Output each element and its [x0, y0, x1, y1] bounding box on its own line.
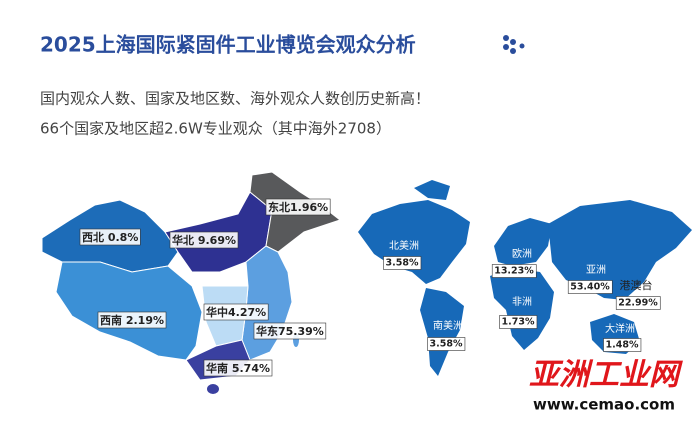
label-box [491, 264, 537, 278]
world-labels: 北美洲 3.58% 欧洲 13.23% 亚洲 53.40% 港澳台 22.99%… [383, 239, 661, 352]
region-percent: 22.99% [618, 298, 658, 309]
region-name: 北美洲 [389, 239, 419, 252]
south-america [420, 288, 464, 376]
greenland [414, 180, 450, 200]
label-box [265, 198, 331, 216]
watermark-brand: 亚洲工业网 [529, 358, 683, 393]
region-label: 华东75.39% [256, 324, 324, 338]
region-southwest [55, 261, 203, 361]
label-box [615, 296, 661, 310]
label-box [603, 338, 642, 352]
china-labels: 东北1.96% 西北 0.8% 华北 9.69% 华中4.27% 西南 2.19… [79, 198, 331, 377]
label-box [79, 228, 141, 246]
region-name: 欧洲 [512, 248, 532, 260]
hainan [207, 384, 219, 394]
subtitle: 国内观众人数、国家及地区数、海外观众人数创历史新高！ [40, 90, 430, 108]
region-name: 亚洲 [586, 264, 606, 276]
subtitle: 66个国家及地区超2.6W专业观众（其中海外2708） [40, 120, 391, 138]
region-label: 西北 0.8% [82, 230, 138, 244]
africa [490, 268, 554, 350]
north-america [358, 200, 470, 284]
region-percent: 3.58% [386, 258, 419, 269]
region-label: 华北 9.69% [172, 233, 236, 247]
europe [494, 218, 552, 266]
label-box [203, 359, 273, 377]
label-box [203, 303, 269, 321]
label-box [97, 311, 167, 329]
region-name: 非洲 [512, 296, 532, 308]
region-percent: 1.48% [606, 340, 639, 351]
label-box [253, 322, 327, 340]
label-box [499, 315, 538, 329]
title-icon [503, 35, 525, 54]
title: 2025上海国际紧固件工业博览会观众分析 [40, 33, 416, 57]
region-label: 华南 5.74% [206, 361, 270, 375]
region-percent: 1.73% [502, 317, 535, 328]
label-box [567, 280, 613, 294]
label-box [427, 337, 466, 351]
asia [548, 200, 692, 300]
region-percent: 53.40% [570, 282, 610, 293]
region-name: 港澳台 [620, 278, 653, 292]
region-label: 西南 2.19% [100, 313, 164, 327]
region-percent: 13.23% [494, 266, 534, 277]
watermark-url: www.cemao.com [533, 396, 675, 414]
region-label: 东北1.96% [268, 200, 328, 214]
region-label: 华中4.27% [206, 305, 266, 319]
region-name: 大洋洲 [605, 322, 635, 335]
region-name: 南美洲 [433, 319, 463, 332]
label-box [169, 231, 239, 249]
region-percent: 3.58% [430, 339, 463, 350]
world-map [358, 180, 692, 376]
label-box [383, 256, 422, 270]
